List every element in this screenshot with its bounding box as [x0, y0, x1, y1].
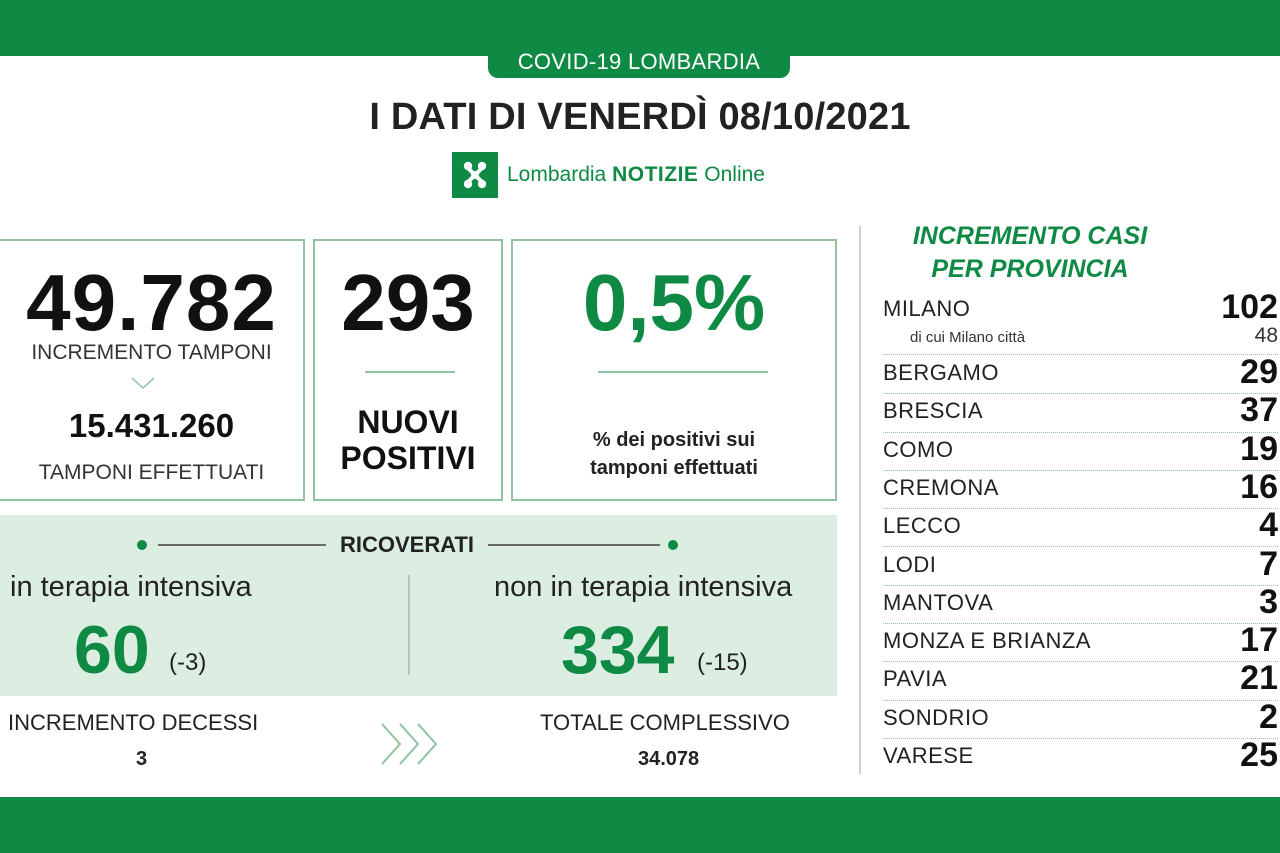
- decessi-increment-label: INCREMENTO DECESSI: [8, 710, 259, 735]
- province-value: 102: [1221, 288, 1278, 326]
- tamponi-total: 15.431.260: [68, 407, 235, 444]
- rule-right: [488, 544, 660, 546]
- percentuale-card: 0,5% % dei positivi sui tamponi effettua…: [511, 239, 837, 501]
- province-row: BERGAMO 29: [883, 353, 1278, 395]
- province-name: LECCO: [883, 513, 962, 539]
- decessi-increment-value: 3: [136, 748, 148, 770]
- province-row: BRESCIA 37: [883, 391, 1278, 433]
- bullet-dot: [137, 540, 147, 550]
- province-value: 4: [1259, 506, 1278, 545]
- rule-left: [158, 544, 326, 546]
- ricoverati-divider: [408, 575, 410, 675]
- positivi-label-2: POSITIVI: [340, 440, 476, 476]
- province-row: PAVIA 21: [883, 659, 1278, 701]
- brand-pre: Lombardia: [507, 163, 607, 186]
- province-value: 2: [1259, 697, 1278, 736]
- province-row: SONDRIO 2: [883, 697, 1278, 739]
- province-name: BERGAMO: [883, 360, 999, 385]
- province-name: COMO: [883, 436, 954, 462]
- province-row: VARESE 25: [883, 736, 1278, 776]
- positivi-card: 293 NUOVI POSITIVI: [313, 239, 503, 501]
- province-name: CREMONA: [883, 474, 999, 500]
- bottom-banner: [0, 797, 1280, 853]
- percentuale-label-2: tamponi effettuati: [590, 457, 758, 479]
- chevron-down-icon: [130, 375, 156, 396]
- tamponi-increment-label: INCREMENTO TAMPONI: [31, 341, 272, 364]
- ricoverati-panel: RICOVERATI in terapia intensiva 60 (-3) …: [0, 515, 837, 696]
- province-row-milano: MILANO 102 di cui Milano città 48: [883, 286, 1278, 355]
- milano-city-label: di cui Milano città: [910, 329, 1026, 346]
- province-title: INCREMENTO CASI PER PROVINCIA: [880, 220, 1180, 286]
- province-row: LECCO 4: [883, 506, 1278, 548]
- province-name: MONZA E BRIANZA: [883, 628, 1091, 654]
- province-value: 7: [1259, 544, 1278, 583]
- ricoverati-title: RICOVERATI: [339, 532, 475, 557]
- page-title: I DATI DI VENERDÌ 08/10/2021: [369, 96, 911, 138]
- positivi-value: 293: [341, 258, 475, 347]
- intensiva-value: 60: [74, 612, 150, 688]
- province-value: 29: [1240, 353, 1278, 391]
- non-intensiva-label: non in terapia intensiva: [494, 571, 793, 603]
- intensiva-label: in terapia intensiva: [10, 571, 252, 603]
- divider: [365, 371, 455, 373]
- province-name: BRESCIA: [883, 398, 984, 424]
- province-value: 37: [1240, 391, 1278, 430]
- milano-city-value: 48: [1254, 324, 1278, 347]
- lombardia-rose-icon: [452, 152, 498, 198]
- divider: [598, 371, 768, 373]
- province-row: MANTOVA 3: [883, 582, 1278, 625]
- brand-bold: NOTIZIE: [612, 163, 699, 186]
- province-name: MANTOVA: [883, 589, 994, 615]
- decessi-total-label: TOTALE COMPLESSIVO: [540, 710, 790, 735]
- column-divider: [859, 226, 861, 774]
- province-value: 17: [1240, 621, 1278, 660]
- province-row: MONZA E BRIANZA 17: [883, 621, 1278, 663]
- tamponi-card: 49.782 INCREMENTO TAMPONI 15.431.260 TAM…: [0, 239, 305, 501]
- province-value: 19: [1240, 429, 1278, 468]
- province-row: CREMONA 16: [883, 467, 1278, 510]
- non-intensiva-delta: (-15): [697, 649, 748, 676]
- non-intensiva-value: 334: [561, 612, 675, 688]
- province-title-line1: INCREMENTO CASI: [912, 222, 1148, 250]
- tamponi-total-label: TAMPONI EFFETTUATI: [38, 461, 265, 484]
- intensiva-delta: (-3): [169, 649, 207, 676]
- province-name: PAVIA: [883, 666, 948, 692]
- province-row: LODI 7: [883, 544, 1278, 586]
- chevrons-right-icon: [378, 720, 444, 773]
- province-value: 3: [1259, 582, 1278, 621]
- header-tag: COVID-19 LOMBARDIA: [488, 45, 790, 78]
- brand-post: Online: [704, 163, 765, 186]
- tamponi-increment: 49.782: [26, 258, 277, 347]
- positivi-label-1: NUOVI: [357, 404, 459, 440]
- province-value: 16: [1240, 467, 1278, 506]
- brand-logo-group: Lombardia NOTIZIE Online: [452, 152, 765, 198]
- bullet-dot: [668, 540, 678, 550]
- percentuale-label-1: % dei positivi sui: [592, 429, 756, 451]
- decessi-total-value: 34.078: [638, 748, 700, 770]
- percentuale-value: 0,5%: [582, 258, 766, 347]
- province-value: 21: [1240, 659, 1278, 698]
- province-title-line2: PER PROVINCIA: [931, 255, 1129, 283]
- brand-name: Lombardia NOTIZIE Online: [507, 163, 765, 187]
- province-value: 25: [1240, 736, 1278, 774]
- province-name: VARESE: [883, 743, 974, 768]
- province-name: MILANO: [883, 296, 971, 321]
- province-name: SONDRIO: [883, 704, 990, 730]
- province-name: LODI: [883, 551, 937, 577]
- province-row: COMO 19: [883, 429, 1278, 471]
